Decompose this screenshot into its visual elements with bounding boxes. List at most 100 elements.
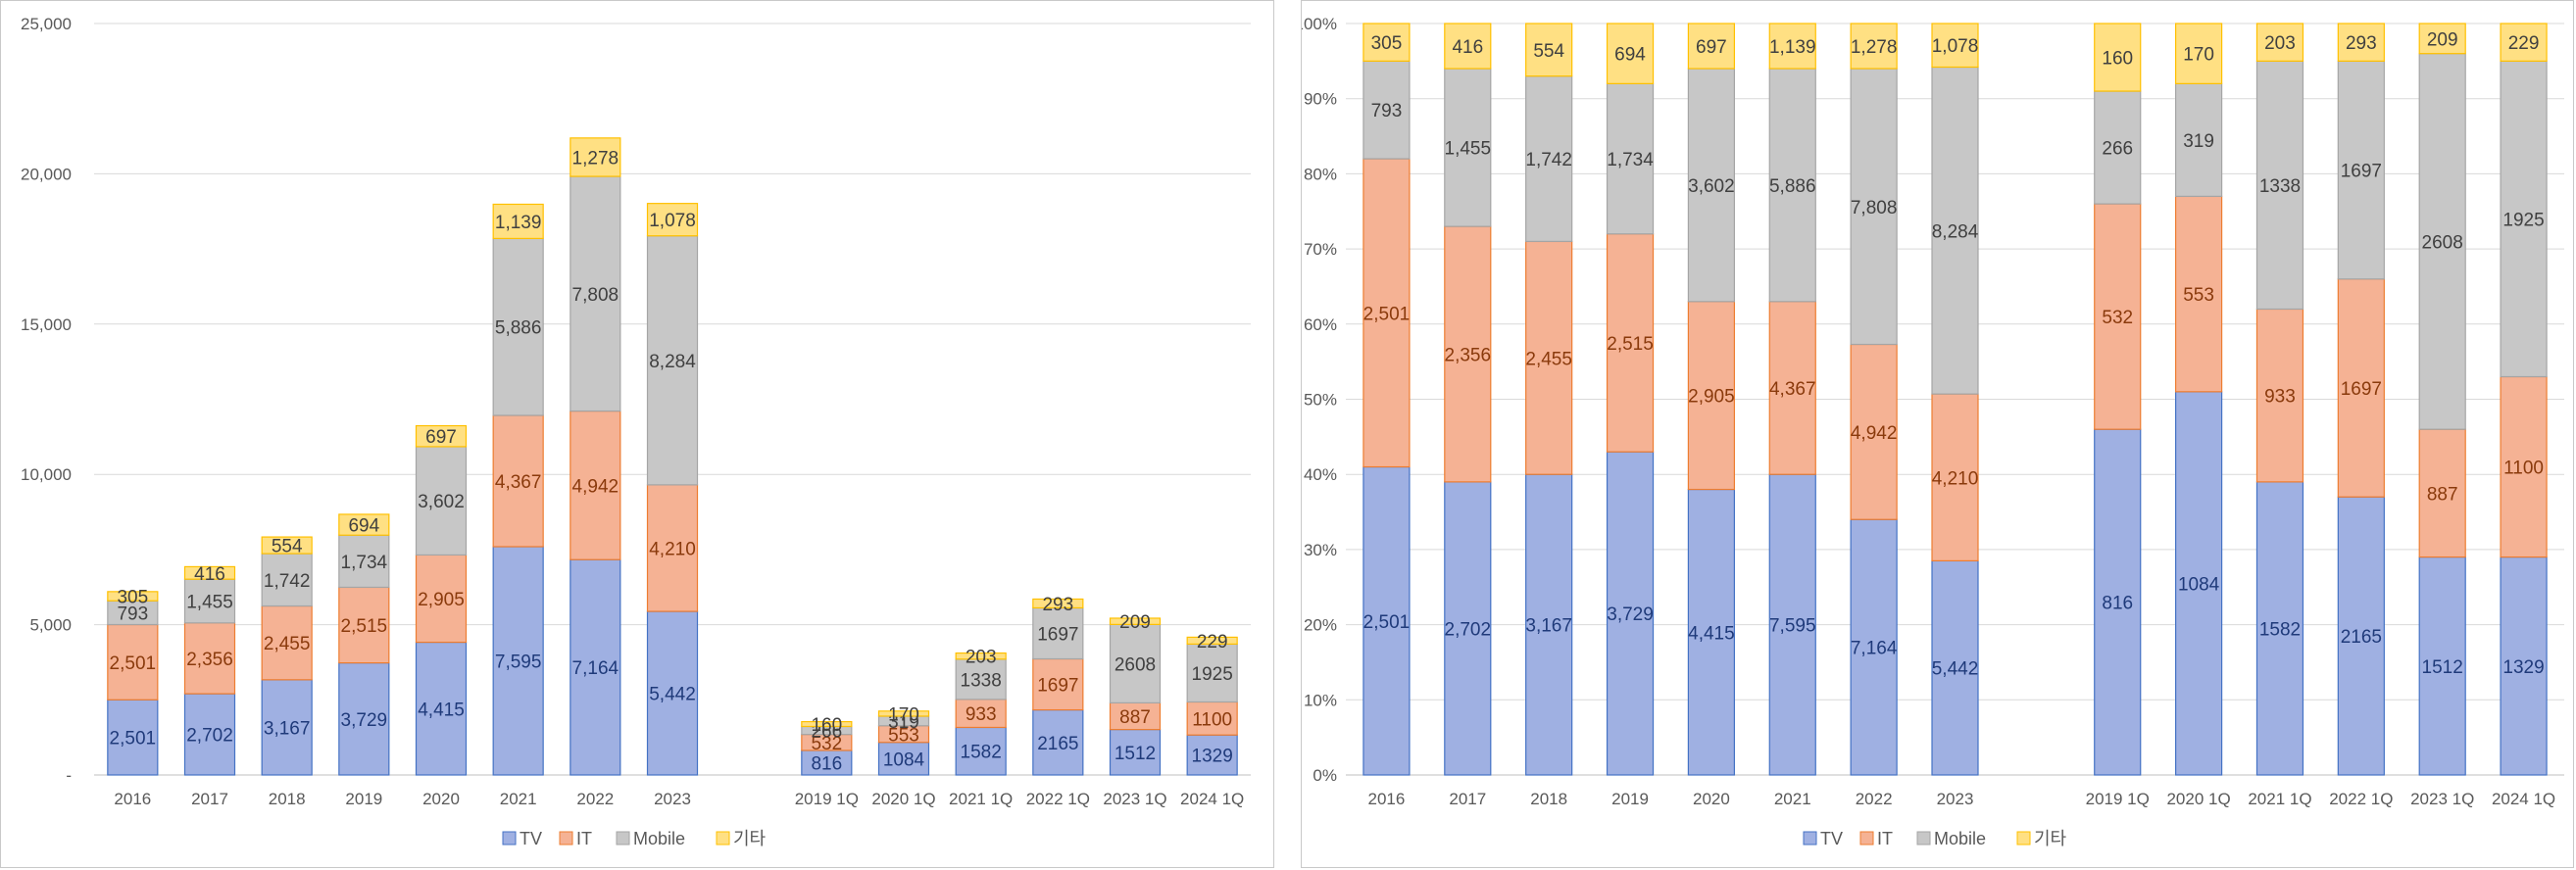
data-label-tv: 3,167 [1525,616,1572,637]
data-label-other: 293 [2346,33,2377,54]
data-label-mobile: 3,602 [1688,176,1735,197]
legend-label-other: 기타 [733,829,767,848]
data-label-other: 229 [1197,632,1228,652]
y-tick-label: 20% [1304,616,1337,635]
bar-segment-other [1850,23,1898,70]
legend-label-mobile: Mobile [633,829,685,848]
legend-label-it: IT [576,829,592,848]
x-tick-label: 2020 [422,790,460,808]
bar-segment-other [877,710,930,717]
data-label-other: 697 [1696,37,1727,58]
bar-segment-it [1032,657,1084,711]
bar-segment-other [2255,23,2304,62]
bar-segment-other [570,137,621,177]
data-label-mobile: 1,734 [1607,150,1654,170]
data-label-mobile: 5,886 [1769,176,1816,197]
data-label-it: 887 [2427,484,2458,505]
bar-segment-mobile [1109,623,1162,703]
y-tick-label: 50% [1304,391,1337,410]
bar-segment-mobile [646,235,699,486]
legend-swatch-tv [1803,831,1817,846]
x-tick-label: 2021 1Q [2248,790,2311,808]
stacked-value-chart-panel: - 5,000 10,000 15,000 20,000 25,000 2,501 2,501… [0,0,1274,868]
x-tick-label: 2022 [576,790,614,808]
bar-segment-tv [2255,481,2304,776]
y-tick-label: 100% [1302,15,1337,33]
bar-segment-it [1768,301,1816,475]
x-tick-label: 2024 1Q [2492,790,2555,808]
bar-segment-tv [2500,556,2548,776]
data-label-other: 554 [1533,41,1564,62]
data-label-other: 209 [2427,29,2458,50]
data-label-mobile: 1925 [1192,664,1233,685]
data-label-it: 4,210 [649,539,696,559]
data-label-mobile: 1,455 [1445,139,1492,160]
x-tick-label: 2023 1Q [1103,790,1166,808]
data-label-mobile: 1,455 [186,593,233,613]
data-label-it: 4,210 [1932,468,1979,489]
y-tick-label: 80% [1304,165,1337,183]
data-label-tv: 1582 [961,743,1002,763]
data-label-tv: 1329 [1192,747,1233,767]
data-label-other: 416 [194,564,225,585]
bar-segment-mobile [1444,68,1492,227]
bar-segment-tv [2418,556,2466,776]
bar-segment-it [570,410,621,560]
data-label-it: 2,515 [1607,334,1654,355]
data-label-it: 887 [1119,707,1151,728]
y-tick-label: 60% [1304,315,1337,334]
data-label-tv: 3,729 [341,710,388,731]
data-label-it: 1697 [2341,379,2382,400]
data-label-tv: 2,501 [1363,612,1411,633]
bar-segment-tv [877,742,930,776]
data-label-it: 1100 [2503,459,2544,479]
stacked-percent-chart-panel: 0% 10% 20% 30% 40% 50% 60% 70% 80% 90% 100% 2,501 2,… [1301,0,2574,868]
data-label-mobile: 1925 [2502,210,2544,230]
y-tick-label: 15,000 [21,315,72,334]
bar-segment-it [1850,343,1898,520]
data-label-mobile: 3,602 [418,492,465,512]
bar-segment-other [1032,598,1084,609]
x-tick-label: 2023 [1937,790,1974,808]
data-label-tv: 1512 [2422,657,2463,678]
bar-segment-other [1768,23,1816,70]
bar-segment-mobile [1186,643,1238,703]
bar-segment-other [2174,23,2223,84]
data-label-tv: 1582 [2259,619,2301,640]
data-label-other: 1,139 [1769,37,1816,58]
bar-segment-mobile [1931,66,1979,395]
x-tick-label: 2022 1Q [1026,790,1090,808]
x-tick-label: 2021 [1774,790,1811,808]
y-tick-label: 70% [1304,240,1337,259]
x-tick-label: 2016 [1368,790,1406,808]
bar-segment-it [1186,701,1238,736]
data-label-tv: 2,702 [1445,619,1492,640]
data-label-tv: 7,164 [1851,639,1898,659]
data-label-tv: 1512 [1115,744,1156,764]
data-label-it: 553 [888,725,919,746]
bar-segment-mobile [1362,60,1411,160]
bar-segment-tv [1525,473,1573,776]
bar-segment-mobile [338,534,390,589]
legend-label-tv: TV [520,829,542,848]
bar-segment-other [2418,23,2466,55]
bar-segment-mobile [2418,53,2466,430]
x-tick-label: 2018 [269,790,306,808]
legend-label-other: 기타 [2034,829,2067,848]
data-label-mobile: 8,284 [1932,221,1979,242]
data-label-other: 203 [2264,33,2296,54]
bar-segment-tv [2094,428,2142,776]
data-label-mobile: 319 [2183,131,2214,152]
bar-segment-it [338,586,390,664]
y-tick-label: 30% [1304,541,1337,559]
data-label-tv: 7,164 [572,658,619,679]
bar-segment-other [646,203,699,237]
data-label-it: 4,367 [1769,379,1816,400]
data-label-other: 305 [1371,33,1403,54]
data-label-other: 305 [117,588,148,608]
data-label-it: 553 [2183,285,2214,306]
y-tick-label: 10,000 [21,465,72,484]
data-label-mobile: 7,808 [1851,198,1898,218]
bar-segment-tv [1032,708,1084,776]
data-label-it: 4,942 [572,476,619,497]
